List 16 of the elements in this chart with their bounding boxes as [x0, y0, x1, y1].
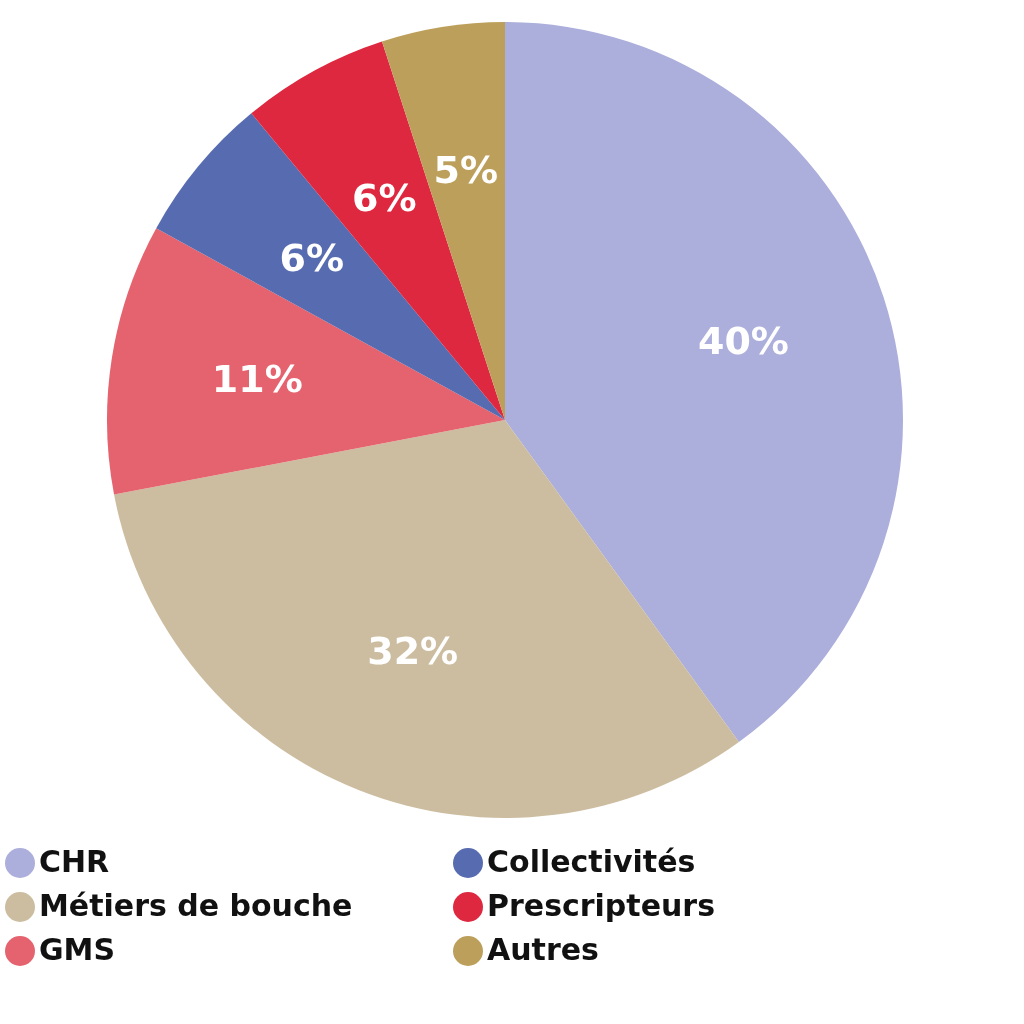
legend-label: Autres [487, 932, 599, 967]
legend-label: Prescripteurs [487, 888, 716, 923]
data-label: 32% [367, 629, 459, 674]
data-label: 6% [279, 236, 345, 281]
legend-label: GMS [39, 932, 116, 967]
data-label: 6% [351, 176, 417, 221]
legend-label: Métiers de bouche [39, 888, 353, 923]
pie-slice [107, 228, 505, 495]
data-label: 40% [697, 318, 789, 363]
data-label: 5% [433, 148, 499, 193]
data-label: 11% [211, 356, 303, 401]
pie-slice [156, 113, 505, 420]
legend-label: CHR [39, 844, 110, 879]
pie-slice [114, 420, 739, 818]
legend-label: Collectivités [487, 844, 696, 879]
pie-slice [505, 22, 903, 742]
